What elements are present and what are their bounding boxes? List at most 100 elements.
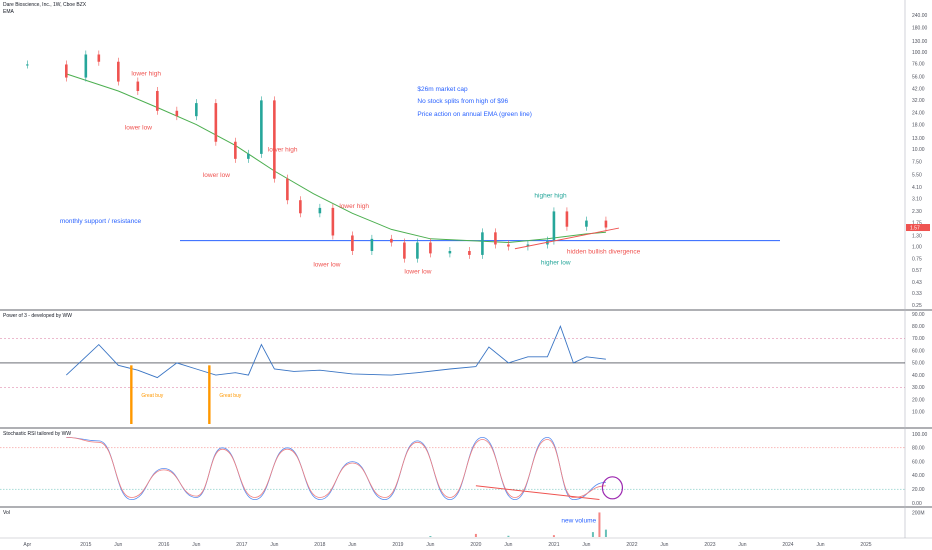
price-tick-label: 0.33 (912, 291, 922, 297)
price-annotation: $26m market cap (417, 86, 468, 93)
stoch-series-line (66, 437, 606, 498)
time-tick-label: Jun (192, 542, 200, 548)
candle-body (468, 250, 471, 255)
candle-body (448, 250, 452, 254)
price-tick-label: 0.75 (912, 256, 922, 262)
candle-body (195, 103, 198, 117)
volume-bar (507, 535, 510, 537)
time-tick-label: 2016 (158, 542, 169, 548)
candle-body (273, 100, 276, 179)
symbol-title: Dare Bioscience, Inc., 1W, Cboe BZX (3, 2, 87, 8)
price-annotation: lower high (131, 70, 161, 77)
stoch-series-line (66, 436, 606, 501)
volume-bar (598, 512, 601, 537)
ema-indicator-label: EMA (3, 9, 14, 15)
great-buy-bar (208, 365, 211, 424)
candle-body (552, 211, 556, 241)
time-tick-label: 2019 (392, 542, 403, 548)
stoch-tick-label: 80.00 (912, 446, 925, 452)
candle-body (351, 235, 354, 251)
price-tick-label: 240.00 (912, 13, 928, 19)
stoch-highlight-circle (601, 476, 624, 500)
candle-body (565, 211, 569, 227)
time-tick-label: 2018 (314, 542, 325, 548)
price-tick-label: 7.50 (912, 159, 922, 165)
candle-body (585, 220, 588, 227)
time-tick-label: Jun (660, 542, 668, 548)
candle-body (214, 103, 218, 142)
time-tick-label: 2015 (80, 542, 91, 548)
p3-tick-label: 40.00 (912, 373, 925, 379)
time-tick-label: Jun (426, 542, 434, 548)
stoch-rsi-title: Stochastic RSI tailored by WW (3, 431, 71, 437)
p3-tick-label: 60.00 (912, 348, 925, 354)
price-tick-label: 13.00 (912, 136, 925, 142)
volume-bar (552, 535, 555, 537)
time-tick-label: 2025 (860, 542, 871, 548)
time-tick-label: 2022 (626, 542, 637, 548)
p3-tick-label: 50.00 (912, 361, 925, 367)
candle-body (260, 100, 263, 154)
candle-body (247, 153, 250, 159)
power-of-3-title: Power of 3 - developed by WW (3, 313, 72, 319)
price-tick-label: 3.10 (912, 197, 922, 203)
ema-line (66, 73, 606, 244)
price-tick-label: 0.57 (912, 268, 922, 274)
price-annotation: lower low (313, 262, 340, 269)
price-tick-label: 76.00 (912, 62, 925, 68)
candle-body (318, 207, 322, 214)
candle-body (507, 244, 510, 247)
p3-tick-label: 20.00 (912, 397, 925, 403)
price-annotation: lower high (339, 203, 369, 210)
time-tick-label: Jun (738, 542, 746, 548)
p3-tick-label: 10.00 (912, 410, 925, 416)
volume-title: Vol (3, 510, 10, 516)
price-tick-label: 56.00 (912, 75, 925, 81)
great-buy-bar (130, 365, 133, 424)
price-tick-label: 10.00 (912, 147, 925, 153)
candle-body (84, 54, 88, 78)
candle-body (494, 232, 497, 245)
stoch-tick-label: 40.00 (912, 473, 925, 479)
price-tick-label: 180.00 (912, 25, 928, 31)
p3-annotation: Great buy (219, 393, 241, 399)
time-tick-label: Apr (23, 542, 31, 548)
price-tick-label: 1.30 (912, 233, 922, 239)
volume-bar (591, 532, 594, 537)
candle-body (286, 178, 289, 201)
time-tick-label: Jun (816, 542, 824, 548)
candle-body (370, 238, 374, 251)
stoch-tick-label: 0.00 (912, 501, 922, 507)
time-tick-label: 2021 (548, 542, 559, 548)
candle-body (97, 54, 101, 62)
volume-tick-label: 200M (912, 510, 925, 516)
time-tick-label: 2024 (782, 542, 793, 548)
candle-body (429, 242, 432, 254)
candle-body (390, 238, 393, 243)
last-price-label: 1.57 (910, 225, 920, 231)
time-tick-label: Jun (348, 542, 356, 548)
p3-line (65, 324, 606, 379)
price-divergence-line (514, 227, 620, 250)
candle-body (403, 242, 406, 259)
price-annotation: hidden bullish divergence (567, 248, 641, 255)
candle-body (26, 64, 29, 66)
candle-body (526, 244, 530, 247)
volume-bar (429, 536, 432, 537)
time-tick-label: Jun (114, 542, 122, 548)
price-annotation: Price action on annual EMA (green line) (417, 111, 532, 118)
volume-bar (474, 533, 477, 537)
price-annotation: lower low (404, 268, 431, 275)
candle-body (481, 232, 484, 255)
stoch-tick-label: 60.00 (912, 459, 925, 465)
p3-tick-label: 30.00 (912, 385, 925, 391)
price-tick-label: 100.00 (912, 50, 928, 56)
price-annotation: higher high (534, 192, 567, 199)
price-tick-label: 1.00 (912, 244, 922, 250)
candle-body (604, 220, 608, 228)
price-tick-label: 18.00 (912, 122, 925, 128)
stoch-tick-label: 20.00 (912, 487, 925, 493)
price-tick-label: 0.25 (912, 303, 922, 309)
candle-body (234, 141, 237, 159)
